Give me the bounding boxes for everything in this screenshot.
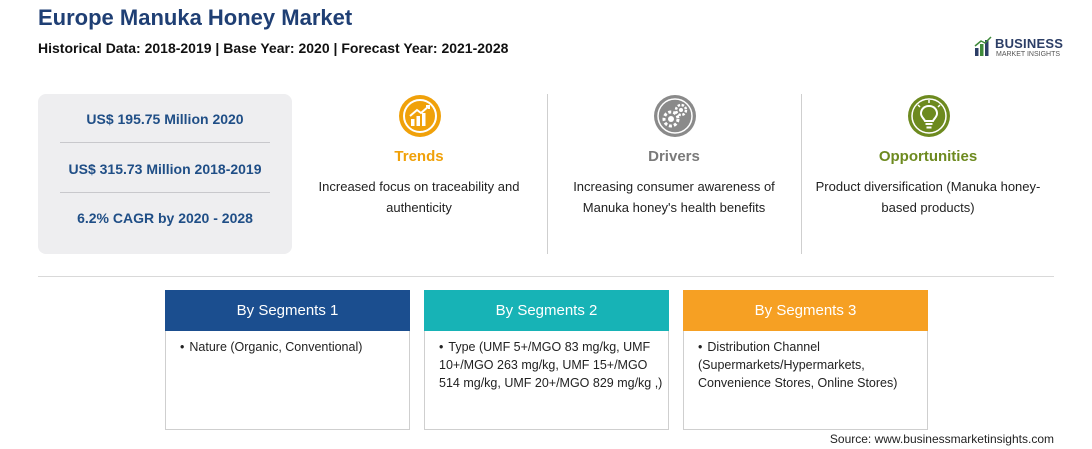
segment-2-item: Type (UMF 5+/MGO 83 mg/kg, UMF 10+/MGO 2… [439, 338, 664, 392]
segment-2-title: By Segments 2 [424, 290, 669, 331]
drivers-column: Drivers Increasing consumer awareness of… [554, 92, 794, 257]
segment-card-1: By Segments 1 Nature (Organic, Conventio… [165, 290, 410, 430]
market-stats-box: US$ 195.75 Million 2020 US$ 315.73 Milli… [38, 94, 292, 254]
page-title: Europe Manuka Honey Market [38, 5, 353, 30]
stat-divider [60, 192, 270, 193]
trends-description: Increased focus on traceability and auth… [318, 179, 520, 215]
segment-1-title: By Segments 1 [165, 290, 410, 331]
column-divider [547, 94, 548, 254]
opportunities-label: Opportunities [878, 148, 978, 165]
source-citation: Source: www.businessmarketinsights.com [829, 432, 1054, 446]
trends-column: Trends Increased focus on traceability a… [299, 92, 539, 257]
stat-market-size-historical: US$ 315.73 Million 2018-2019 [68, 161, 262, 177]
section-divider [38, 276, 1054, 277]
segment-3-title: By Segments 3 [683, 290, 928, 331]
segment-card-2: By Segments 2 Type (UMF 5+/MGO 83 mg/kg,… [424, 290, 669, 430]
stat-divider [60, 142, 270, 143]
company-logo: BUSINESS MARKET INSIGHTS [974, 34, 1064, 64]
logo-name: BUSINESS [995, 36, 1064, 51]
opportunities-description: Product diversification (Manuka honey-ba… [815, 179, 1041, 215]
lightbulb-icon [908, 95, 950, 137]
column-divider [801, 94, 802, 254]
segment-card-3: By Segments 3 Distribution Channel (Supe… [683, 290, 928, 430]
gears-icon [654, 95, 696, 137]
logo-tagline: MARKET INSIGHTS [996, 51, 1061, 58]
drivers-description: Increasing consumer awareness of Manuka … [573, 179, 775, 215]
stat-cagr: 6.2% CAGR by 2020 - 2028 [77, 210, 253, 226]
stat-market-size-2020: US$ 195.75 Million 2020 [86, 111, 244, 127]
page-subtitle: Historical Data: 2018-2019 | Base Year: … [38, 40, 509, 56]
segment-1-item: Nature (Organic, Conventional) [180, 338, 405, 356]
growth-chart-icon [399, 95, 441, 137]
opportunities-column: Opportunities Product diversification (M… [808, 92, 1048, 257]
segment-3-item: Distribution Channel (Supermarkets/Hyper… [698, 338, 923, 392]
trends-label: Trends [394, 148, 444, 165]
chart-logo-icon [974, 36, 992, 56]
drivers-label: Drivers [648, 148, 700, 165]
